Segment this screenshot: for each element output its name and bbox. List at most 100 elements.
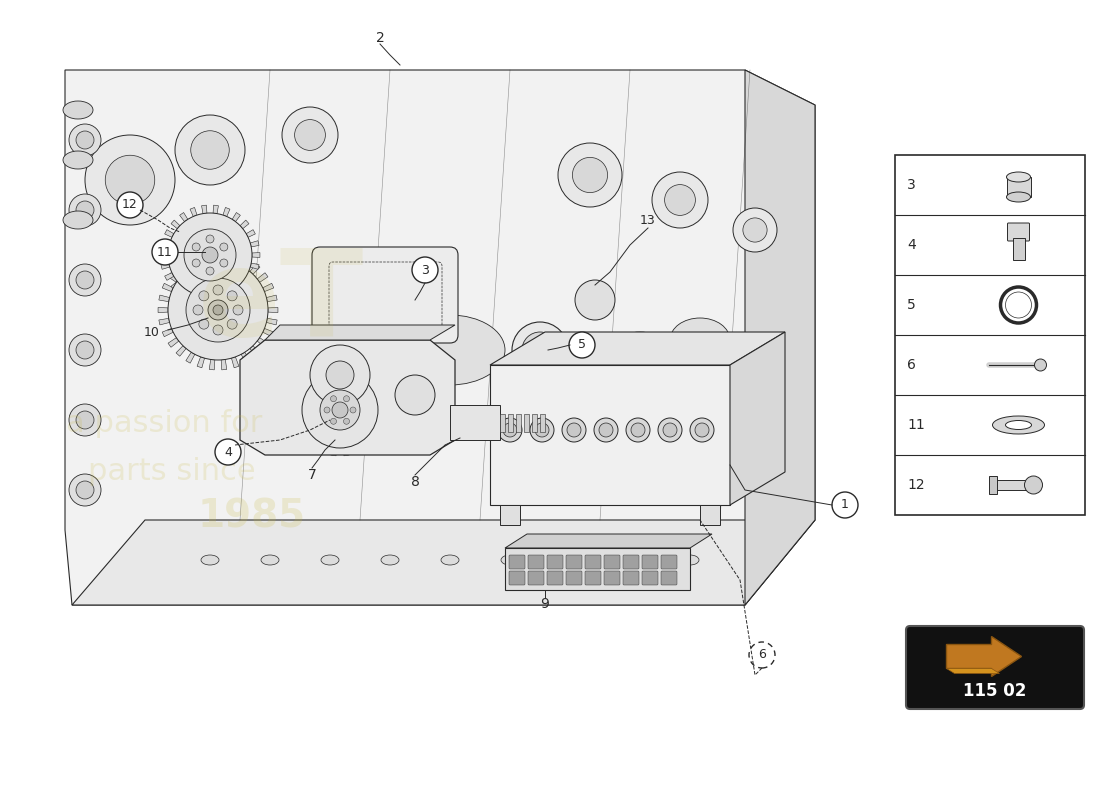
Circle shape — [76, 271, 94, 289]
Polygon shape — [398, 374, 404, 381]
Polygon shape — [209, 359, 214, 370]
Ellipse shape — [621, 555, 639, 565]
FancyBboxPatch shape — [585, 571, 601, 585]
Text: 6: 6 — [908, 358, 916, 372]
Polygon shape — [505, 534, 712, 548]
Polygon shape — [197, 357, 205, 368]
Circle shape — [76, 201, 94, 219]
Text: 5: 5 — [578, 338, 586, 351]
Polygon shape — [250, 264, 260, 274]
Circle shape — [199, 319, 209, 329]
Circle shape — [220, 259, 228, 267]
Polygon shape — [305, 360, 312, 366]
FancyBboxPatch shape — [623, 571, 639, 585]
Text: 5: 5 — [908, 298, 915, 312]
Polygon shape — [354, 444, 362, 453]
Ellipse shape — [670, 318, 730, 362]
Circle shape — [330, 396, 337, 402]
Text: 10: 10 — [144, 326, 159, 338]
Circle shape — [658, 418, 682, 442]
Polygon shape — [201, 297, 207, 305]
Circle shape — [412, 257, 438, 283]
FancyBboxPatch shape — [547, 571, 563, 585]
Polygon shape — [179, 213, 188, 222]
FancyBboxPatch shape — [450, 405, 500, 440]
FancyBboxPatch shape — [661, 555, 676, 569]
Polygon shape — [300, 383, 309, 391]
Polygon shape — [158, 295, 169, 302]
FancyBboxPatch shape — [508, 414, 513, 432]
Circle shape — [227, 291, 238, 301]
Circle shape — [69, 264, 101, 296]
Circle shape — [631, 423, 645, 437]
Polygon shape — [170, 282, 180, 290]
Polygon shape — [371, 429, 381, 437]
Ellipse shape — [1005, 421, 1032, 430]
Polygon shape — [343, 338, 349, 346]
Polygon shape — [240, 220, 249, 229]
Polygon shape — [223, 294, 230, 302]
Polygon shape — [398, 410, 404, 416]
Text: 1985: 1985 — [198, 498, 306, 536]
FancyBboxPatch shape — [1006, 177, 1031, 197]
Circle shape — [310, 345, 370, 405]
Polygon shape — [263, 329, 274, 337]
Polygon shape — [310, 350, 318, 358]
Polygon shape — [179, 288, 188, 298]
Ellipse shape — [561, 555, 579, 565]
Polygon shape — [304, 373, 310, 378]
Text: 3: 3 — [421, 263, 429, 277]
FancyBboxPatch shape — [505, 548, 690, 590]
Circle shape — [343, 396, 350, 402]
Circle shape — [227, 319, 238, 329]
Circle shape — [192, 243, 200, 251]
Polygon shape — [319, 444, 327, 453]
Circle shape — [395, 375, 434, 415]
Ellipse shape — [201, 555, 219, 565]
Polygon shape — [186, 352, 195, 363]
Polygon shape — [231, 252, 239, 263]
Polygon shape — [72, 520, 815, 605]
Circle shape — [175, 115, 245, 185]
Polygon shape — [362, 393, 370, 401]
FancyBboxPatch shape — [516, 414, 521, 432]
Polygon shape — [165, 273, 174, 280]
Circle shape — [190, 130, 229, 170]
Polygon shape — [65, 70, 815, 605]
Ellipse shape — [381, 555, 399, 565]
Text: 8: 8 — [410, 475, 419, 489]
Polygon shape — [257, 338, 268, 347]
Circle shape — [733, 208, 777, 252]
Polygon shape — [232, 213, 241, 222]
Circle shape — [326, 361, 354, 389]
Polygon shape — [946, 669, 1000, 674]
Polygon shape — [266, 295, 277, 302]
FancyBboxPatch shape — [1008, 223, 1030, 241]
Circle shape — [168, 260, 268, 360]
FancyBboxPatch shape — [642, 571, 658, 585]
Polygon shape — [232, 288, 241, 298]
Circle shape — [213, 285, 223, 295]
Ellipse shape — [605, 332, 675, 388]
Circle shape — [600, 423, 613, 437]
Circle shape — [832, 492, 858, 518]
Polygon shape — [343, 404, 349, 412]
Text: 7: 7 — [308, 468, 317, 482]
Polygon shape — [252, 253, 260, 258]
Polygon shape — [319, 400, 327, 408]
Circle shape — [213, 325, 223, 335]
Circle shape — [208, 300, 228, 320]
Polygon shape — [407, 414, 412, 420]
Polygon shape — [363, 374, 372, 382]
Text: 12: 12 — [122, 198, 138, 211]
Polygon shape — [263, 283, 274, 291]
Polygon shape — [392, 402, 398, 408]
Text: 4: 4 — [908, 238, 915, 252]
FancyBboxPatch shape — [540, 414, 544, 432]
FancyBboxPatch shape — [700, 505, 720, 525]
Circle shape — [76, 131, 94, 149]
Circle shape — [76, 341, 94, 359]
Polygon shape — [418, 370, 422, 376]
Polygon shape — [221, 359, 227, 370]
Text: eT: eT — [198, 244, 364, 361]
